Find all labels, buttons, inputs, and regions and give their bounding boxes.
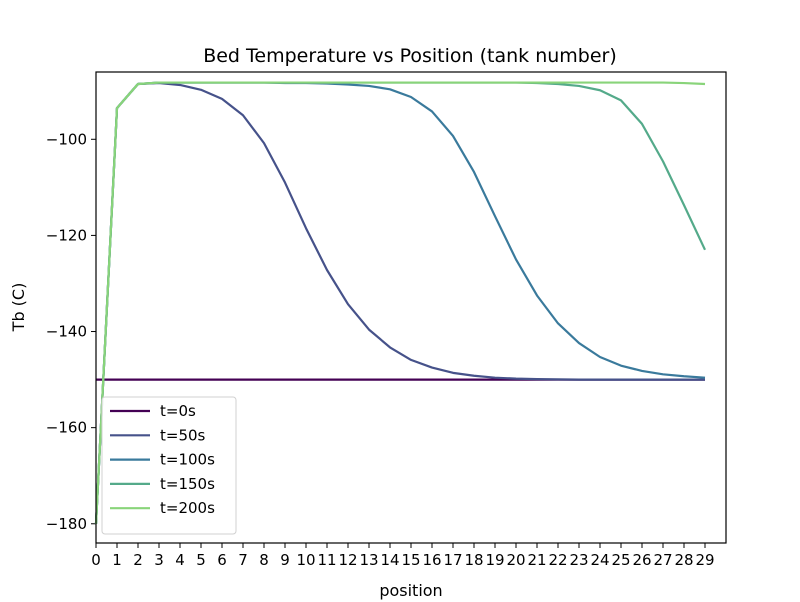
legend-label: t=200s xyxy=(160,499,215,517)
x-tick-label: 18 xyxy=(464,551,483,569)
plot-frame xyxy=(95,71,727,544)
x-tick-label: 6 xyxy=(217,551,227,569)
legend-label: t=150s xyxy=(160,475,215,493)
x-tick-label: 9 xyxy=(280,551,290,569)
x-tick-label: 29 xyxy=(695,551,714,569)
x-tick-label: 14 xyxy=(380,551,399,569)
x-tick-label: 5 xyxy=(196,551,206,569)
x-axis-label: position xyxy=(379,581,442,600)
x-tick-label: 11 xyxy=(317,551,336,569)
x-tick-label: 0 xyxy=(91,551,101,569)
x-tick-label: 10 xyxy=(296,551,315,569)
legend-label: t=0s xyxy=(160,402,196,420)
x-tick-label: 23 xyxy=(569,551,588,569)
x-tick-label: 22 xyxy=(548,551,567,569)
x-tick-label: 17 xyxy=(443,551,462,569)
x-tick-label: 12 xyxy=(338,551,357,569)
x-tick-label: 28 xyxy=(674,551,693,569)
x-tick-label: 4 xyxy=(175,551,185,569)
y-axis-label: Tb (C) xyxy=(9,283,28,333)
x-tick-label: 19 xyxy=(485,551,504,569)
plot-lines xyxy=(94,81,706,524)
series-line-t-50s xyxy=(94,81,705,524)
legend-box xyxy=(101,396,237,535)
y-tick-label: −100 xyxy=(46,130,87,148)
x-tick-label: 7 xyxy=(238,551,248,569)
x-tick-label: 8 xyxy=(259,551,269,569)
x-tick-label: 20 xyxy=(506,551,525,569)
x-tick-label: 21 xyxy=(527,551,546,569)
legend-label: t=50s xyxy=(160,426,206,444)
series-line-t-200s xyxy=(94,81,706,524)
x-tick-label: 1 xyxy=(112,551,122,569)
x-tick-label: 27 xyxy=(653,551,672,569)
x-tick-label: 13 xyxy=(359,551,378,569)
x-tick-label: 16 xyxy=(422,551,441,569)
legend: t=0s t=50s t=100s t=150s t=200s xyxy=(101,396,237,535)
y-tick-label: −120 xyxy=(46,226,87,244)
x-tick-label: 2 xyxy=(133,551,143,569)
x-tick-label: 15 xyxy=(401,551,420,569)
x-tick-label: 26 xyxy=(632,551,651,569)
legend-label: t=100s xyxy=(160,451,215,469)
x-tick-label: 24 xyxy=(590,551,609,569)
y-tick-label: −140 xyxy=(46,323,87,341)
chart-title: Bed Temperature vs Position (tank number… xyxy=(203,45,617,67)
y-axis-ticks: −100 −120 −140 −160 −180 xyxy=(46,130,96,533)
y-tick-label: −160 xyxy=(46,419,87,437)
x-tick-label: 25 xyxy=(611,551,630,569)
y-tick-label: −180 xyxy=(46,515,87,533)
x-tick-label: 3 xyxy=(154,551,164,569)
x-axis-ticks: 0 1 2 3 4 5 6 7 8 9 10 11 12 13 14 15 16 17 18 19 20 21 22 23 24… xyxy=(91,543,715,569)
